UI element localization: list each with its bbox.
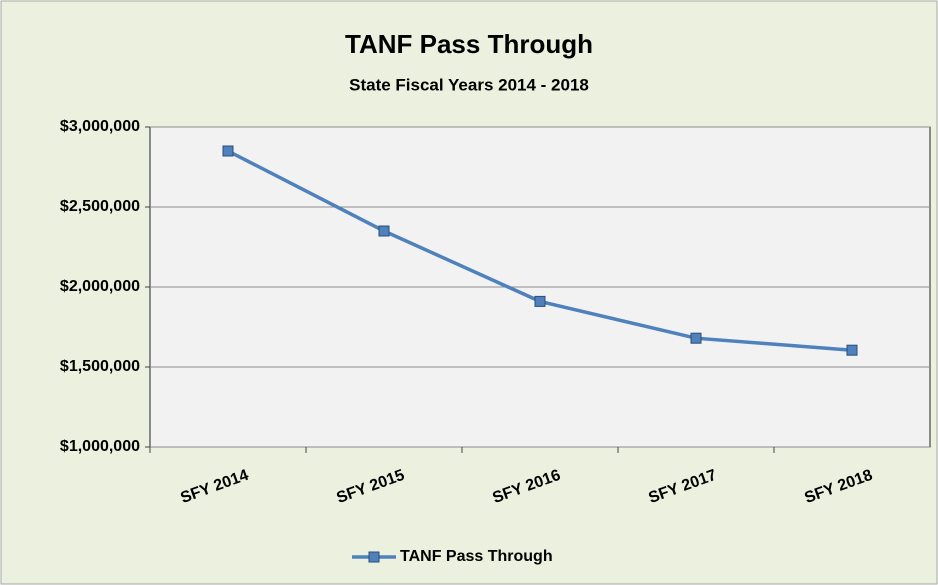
y-tick-label: $1,500,000 — [60, 358, 140, 375]
y-tick-label: $1,000,000 — [60, 438, 140, 455]
marker — [846, 344, 858, 356]
y-tick-label: $3,000,000 — [60, 118, 140, 135]
y-tick-label: $2,500,000 — [60, 198, 140, 215]
chart-title: TANF Pass Through — [345, 29, 593, 59]
marker — [534, 295, 546, 307]
marker — [378, 225, 390, 237]
legend-label: TANF Pass Through — [400, 548, 553, 565]
marker — [690, 332, 702, 344]
chart-subtitle: State Fiscal Years 2014 - 2018 — [349, 75, 589, 94]
y-tick-label: $2,000,000 — [60, 278, 140, 295]
legend-marker — [368, 551, 380, 563]
marker — [222, 145, 234, 157]
